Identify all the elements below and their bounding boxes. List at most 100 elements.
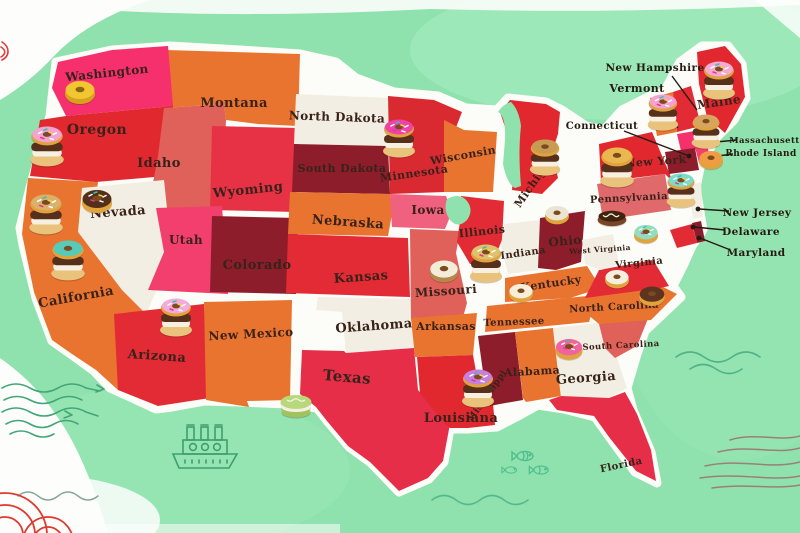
donut-michigan-icon [529, 139, 561, 176]
state-alabama [515, 328, 561, 402]
state-wyoming [210, 126, 298, 212]
state-label-missouri: Missouri [415, 282, 478, 300]
state-label-pennsylvania: Pennsylvania [590, 191, 669, 206]
donut-maine-icon [703, 61, 735, 100]
donut-virginia-icon [605, 270, 629, 289]
callout-label-connecticut: Connecticut [566, 121, 638, 132]
red-scribble-icon [0, 41, 9, 61]
callout-label-rhode-island: Rhode Island [725, 149, 797, 159]
callout-line-new-jersey [698, 208, 730, 212]
donut-ohio-icon [545, 206, 569, 225]
state-south-dakota [292, 144, 390, 194]
fish-school-icon [501, 450, 549, 475]
callout-labels-layer: New Hampshire Vermont Connecticut Massac… [566, 62, 800, 259]
state-label-montana: Montana [200, 96, 268, 111]
donut-oregon-icon [30, 126, 64, 167]
state-idaho [148, 104, 226, 210]
state-label-arizona: Arizona [126, 347, 187, 366]
state-nevada [78, 180, 172, 314]
donut-arizona-icon [160, 298, 192, 337]
florida-waves-icon [699, 435, 800, 489]
callout-label-massachusetts: Massachusetts [729, 136, 800, 146]
state-label-utah: Utah [169, 233, 203, 247]
donut-north-carolina-icon [639, 286, 665, 307]
state-iowa [390, 194, 452, 229]
state-label-georgia: Georgia [556, 369, 617, 388]
donut-california-north-icon [29, 194, 63, 235]
state-wisconsin [444, 120, 497, 192]
state-montana [164, 50, 300, 126]
state-label-colorado: Colorado [223, 258, 292, 273]
donut-new-jersey-coast-icon [666, 173, 696, 208]
state-colorado [210, 216, 298, 294]
callout-line-new-hampshire [671, 75, 698, 111]
current-arrows-icon [1, 383, 105, 438]
callout-label-new-hampshire: New Hampshire [605, 62, 704, 74]
state-indiana [501, 220, 540, 274]
state-label-new-york: New York [625, 153, 687, 170]
donut-missouri-icon [429, 260, 459, 283]
scallops-icon [0, 492, 73, 533]
state-label-north-dakota: North Dakota [289, 108, 386, 125]
callout-line-connecticut [623, 130, 690, 157]
state-utah [148, 206, 228, 294]
state-arkansas [411, 313, 477, 357]
gulf-wave-icon [431, 494, 529, 506]
shore-wave-icon [17, 491, 99, 501]
state-label-oklahoma: Oklahoma [335, 316, 413, 336]
donut-california-south-icon [51, 240, 85, 281]
donut-connecticut-coast-icon [691, 114, 721, 149]
state-label-illinois: Illinois [458, 223, 506, 241]
donut-texas-icon [279, 394, 313, 419]
atlantic-waves-icon [675, 351, 761, 375]
donut-pennsylvania-icon [596, 210, 628, 227]
donut-washington-icon [65, 81, 95, 104]
donut-delaware-coast-icon [634, 225, 658, 244]
donut-louisiana-icon [462, 369, 494, 408]
state-label-wyoming: Wyoming [211, 179, 284, 201]
state-south-carolina [599, 316, 649, 358]
donut-georgia-icon [555, 339, 583, 360]
state-ohio [538, 211, 585, 270]
callout-label-delaware: Delaware [722, 226, 780, 238]
state-maryland [670, 224, 697, 248]
state-kansas [286, 234, 410, 297]
state-label-louisiana: Louisiana [424, 411, 499, 426]
callout-label-vermont: Vermont [608, 82, 665, 95]
state-label-west-virginia: West Virginia [568, 243, 631, 256]
state-label-virginia: Virginia [614, 255, 664, 271]
state-label-tennessee: Tennessee [483, 316, 545, 329]
donut-illinois-icon [470, 244, 502, 283]
state-label-nebraska: Nebraska [311, 212, 385, 232]
state-label-idaho: Idaho [137, 156, 181, 171]
donut-nevada-icon [82, 190, 112, 213]
callout-line-delaware [693, 226, 726, 231]
state-tennessee [485, 295, 597, 332]
donut-rhode-island-coast-icon [699, 151, 723, 170]
callout-line-maryland [699, 237, 729, 250]
callout-label-maryland: Maryland [726, 247, 785, 259]
state-label-new-mexico: New Mexico [208, 325, 294, 343]
state-nebraska [288, 192, 392, 236]
state-texas [300, 348, 450, 491]
state-new-mexico [204, 300, 292, 407]
state-label-texas: Texas [322, 366, 371, 388]
state-label-south-carolina: South Carolina [582, 339, 660, 353]
state-label-alabama: Alabama [503, 364, 561, 380]
state-west-virginia [582, 234, 619, 270]
donut-vermont-nh-icon [647, 94, 679, 131]
lake-michigan [498, 102, 521, 188]
state-florida [549, 392, 656, 481]
state-oklahoma [316, 297, 414, 353]
state-label-kansas: Kansas [333, 268, 389, 287]
state-label-iowa: Iowa [411, 203, 444, 217]
state-label-south-dakota: South Dakota [298, 162, 387, 175]
paint-gap-blob [445, 195, 471, 225]
callout-dots [686, 153, 702, 241]
state-north-dakota [294, 94, 390, 146]
state-oregon [30, 106, 173, 182]
callout-label-new-jersey: New Jersey [723, 207, 792, 219]
state-label-ohio: Ohio [548, 233, 582, 250]
state-label-oregon: Oregon [67, 122, 127, 138]
